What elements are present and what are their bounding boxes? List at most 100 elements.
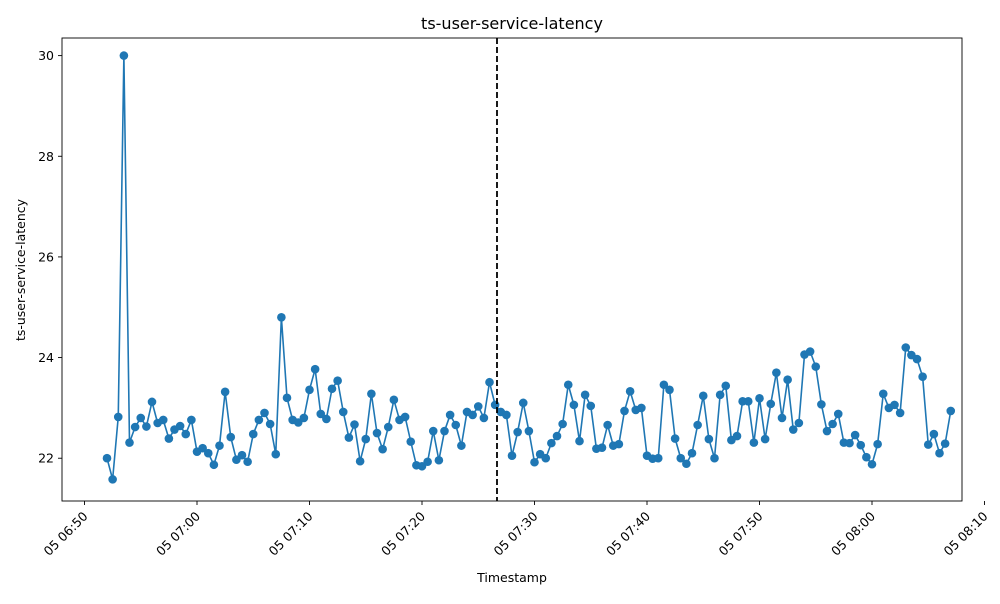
data-point — [198, 443, 207, 453]
y-axis-label: ts-user-service-latency — [13, 198, 28, 341]
data-point — [620, 406, 629, 416]
y-tick-label: 26 — [38, 249, 54, 264]
data-point — [350, 420, 359, 429]
data-point — [569, 400, 579, 410]
data-point — [687, 448, 697, 458]
data-point — [440, 426, 449, 436]
x-tick-label: 05 08:00 — [828, 508, 878, 558]
data-point — [383, 422, 393, 432]
data-point — [788, 425, 798, 434]
data-point — [333, 376, 342, 386]
x-tick-label: 05 07:40 — [603, 508, 653, 558]
data-point — [158, 415, 168, 425]
x-tick-label: 05 07:00 — [153, 508, 203, 558]
x-tick-label: 05 07:20 — [378, 508, 428, 558]
data-point — [833, 409, 843, 419]
data-point — [451, 420, 461, 430]
data-point — [361, 434, 371, 444]
data-point — [147, 397, 157, 407]
data-point — [586, 401, 596, 411]
data-point — [423, 457, 432, 467]
data-point — [923, 440, 933, 449]
data-point — [260, 408, 269, 418]
data-point — [580, 390, 590, 400]
data-point — [322, 414, 331, 424]
data-point — [372, 428, 382, 438]
data-point — [755, 394, 764, 403]
data-point — [895, 408, 905, 418]
data-point — [862, 452, 871, 462]
data-point — [485, 377, 494, 387]
data-point — [355, 456, 365, 466]
data-point — [822, 426, 832, 436]
data-point — [614, 439, 624, 449]
data-point — [209, 460, 219, 470]
data-point — [113, 412, 123, 422]
data-point — [704, 434, 714, 444]
data-point — [878, 389, 888, 399]
plot-frame — [61, 37, 963, 502]
data-point — [518, 398, 528, 408]
data-point — [777, 413, 787, 423]
data-point — [428, 426, 438, 436]
data-point — [136, 413, 146, 423]
data-point — [665, 385, 674, 395]
y-axis: 22 24 26 28 30 — [38, 48, 62, 466]
data-point — [164, 434, 174, 443]
x-axis: 05 06:50 05 07:00 05 07:10 05 07:20 05 07:30… — [40, 501, 991, 559]
data-point — [597, 443, 607, 452]
chart-title: ts-user-service-latency — [421, 14, 603, 33]
data-point — [254, 415, 264, 425]
data-point — [940, 439, 950, 448]
data-point — [575, 436, 584, 446]
data-point — [901, 343, 911, 352]
data-point — [367, 389, 376, 399]
data-point — [220, 387, 230, 397]
data-point — [845, 438, 854, 448]
data-point — [867, 459, 877, 469]
data-point — [277, 313, 286, 322]
data-point — [676, 453, 686, 463]
data-point — [215, 441, 224, 450]
data-point — [653, 453, 663, 463]
data-point — [299, 413, 309, 423]
y-tick-label: 22 — [38, 451, 54, 466]
data-point — [490, 400, 500, 410]
data-point — [237, 450, 247, 460]
x-tick-label: 05 06:50 — [40, 508, 90, 558]
data-point — [890, 400, 899, 410]
data-point — [468, 410, 477, 420]
data-point — [710, 453, 719, 463]
data-point — [175, 421, 185, 431]
series-line — [106, 54, 952, 481]
data-point — [743, 397, 753, 406]
data-point — [563, 380, 573, 390]
data-point — [310, 364, 320, 374]
data-point — [946, 406, 956, 416]
data-point — [400, 412, 410, 422]
data-point — [828, 419, 837, 429]
x-tick-label: 05 07:30 — [490, 508, 540, 558]
x-tick-label: 05 07:50 — [715, 508, 765, 558]
data-point — [772, 368, 781, 377]
data-point — [670, 434, 680, 443]
x-axis-label: Timestamp — [476, 570, 547, 585]
data-point — [181, 429, 191, 439]
data-point — [659, 380, 669, 390]
data-point — [603, 420, 612, 430]
data-point — [811, 362, 821, 371]
data-point — [406, 437, 416, 446]
data-point — [445, 410, 455, 420]
data-point — [783, 375, 792, 385]
data-point — [473, 402, 483, 411]
data-point — [507, 451, 517, 461]
x-tick-label: 05 07:10 — [265, 508, 315, 558]
data-point — [102, 453, 112, 463]
data-point — [929, 429, 939, 439]
data-point — [912, 354, 922, 364]
data-point — [344, 433, 354, 442]
data-point — [226, 432, 236, 442]
data-point — [513, 427, 522, 437]
